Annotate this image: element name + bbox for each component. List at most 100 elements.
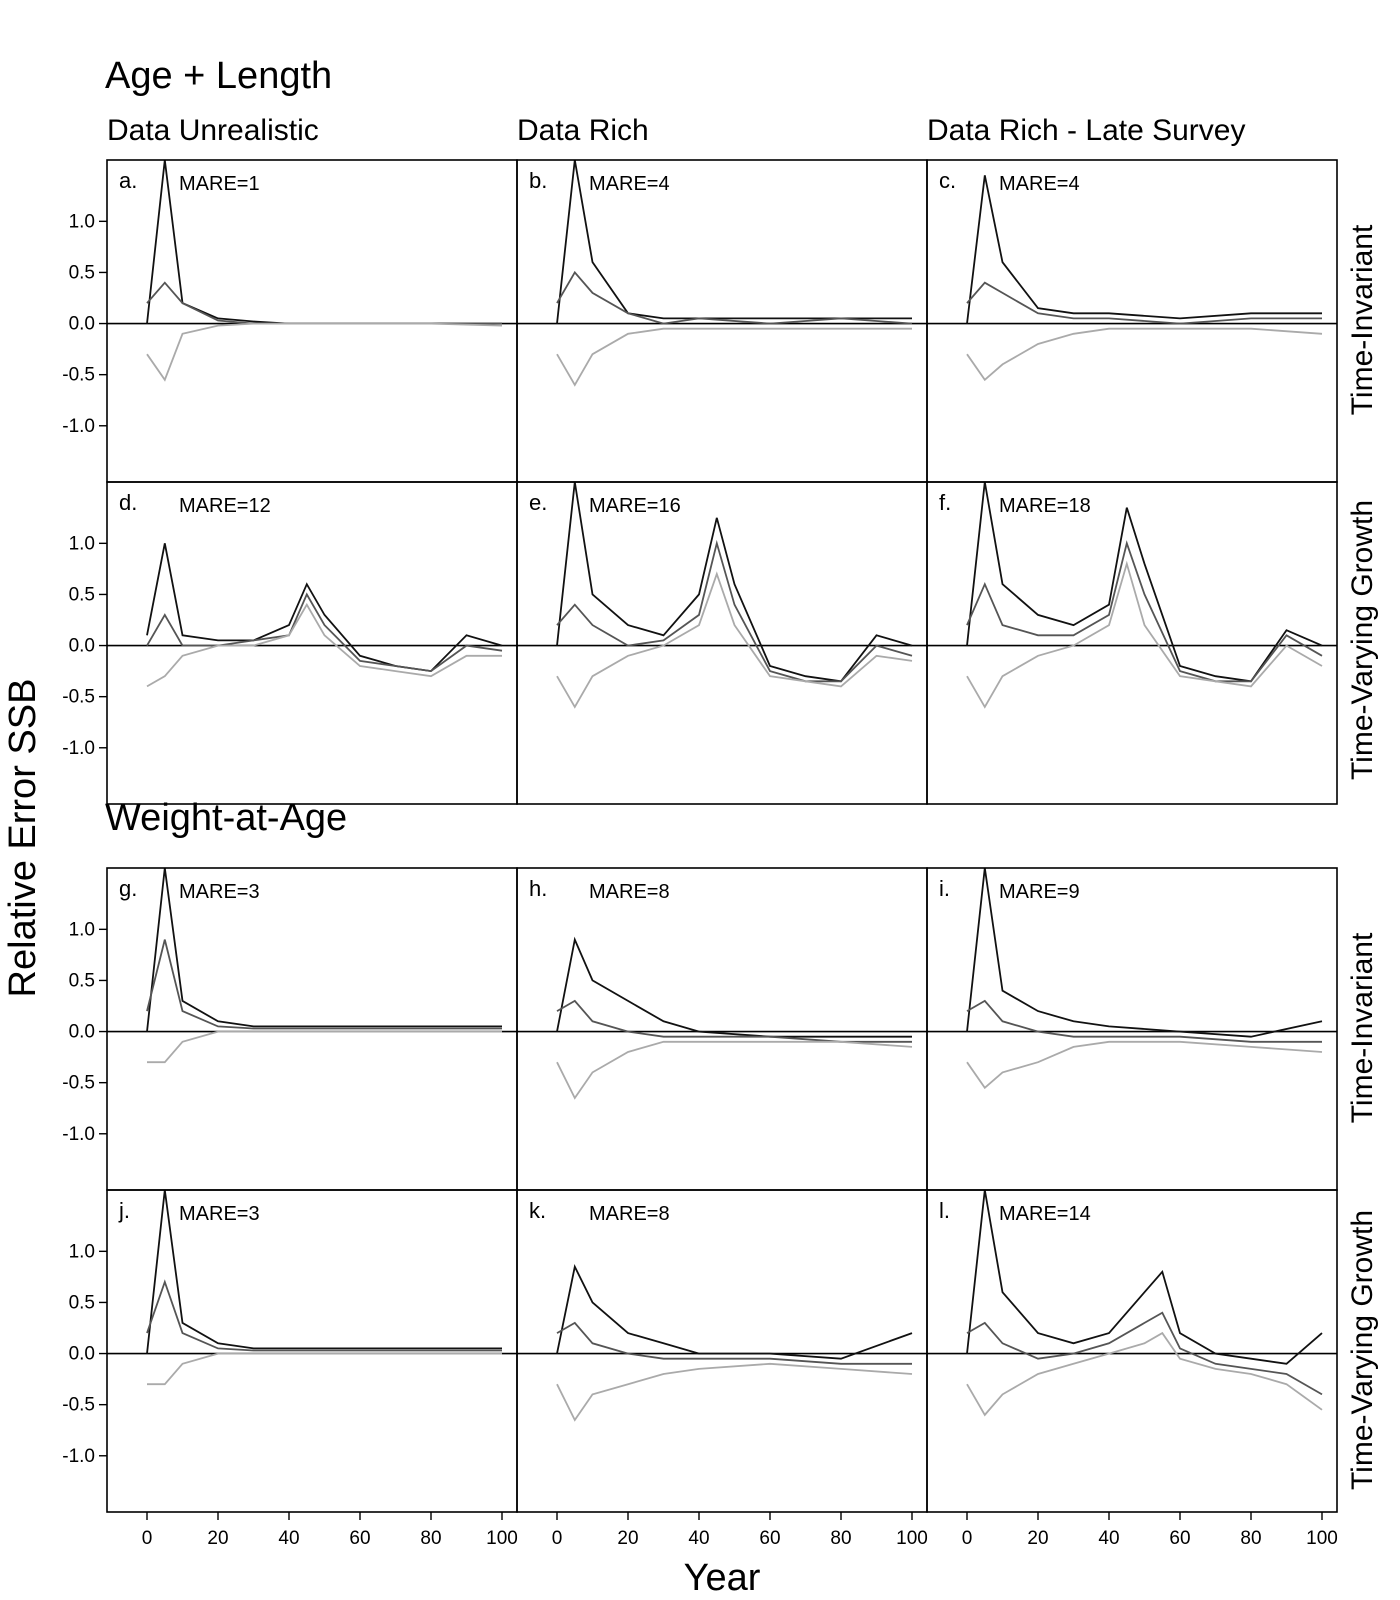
x-tick-label: 40 [688,1528,709,1549]
series-line-2 [966,281,1322,325]
series-line-2 [556,539,913,683]
series-line-3 [147,1030,502,1064]
panel-letter: j. [118,1198,130,1223]
panel-letter: l. [939,1198,950,1223]
panel-b: b. MARE=4 [516,159,928,483]
series-line-2 [966,1311,1323,1396]
series-line-2 [146,939,502,1030]
series-line-2 [966,999,1322,1043]
panel-letter: e. [529,490,547,515]
x-tick-label: 60 [1169,1528,1190,1549]
y-tick-label: -1.0 [62,1124,95,1145]
y-tick-label: -1.0 [62,1446,95,1467]
x-tick-label: 0 [552,1528,563,1549]
x-tick-label: 100 [1306,1528,1338,1549]
titles-layer: Age + Length Weight-at-Age Data Unrealis… [2,55,1379,1599]
y-tick-label: 0.5 [69,262,95,283]
panel-f: f. MARE=18 [926,481,1338,805]
series-line-2 [556,999,912,1043]
series-group [146,160,503,382]
panel-c: c. MARE=4 [926,159,1338,483]
panel-letter: d. [119,490,137,515]
panel-letter: f. [939,490,951,515]
panel-g: g. MARE=3 1.0 0.5 0.0 -0.5 -1.0 [62,867,518,1191]
series-line-2 [146,281,502,325]
y-tick-label: -1.0 [62,416,95,437]
panel-h: h. MARE=8 [516,867,928,1191]
series-line-2 [556,1321,912,1365]
y-tick-label: 1.0 [69,1241,95,1262]
x-tick-label: 0 [962,1528,973,1549]
panel-letter: k. [529,1198,546,1223]
y-tick-label: -0.5 [62,365,95,386]
panel-j: j. MARE=3 1.0 0.5 0.0 -0.5 -1.0 0 20 40 60 80 100 [62,1189,518,1549]
y-tick-label: -0.5 [62,1395,95,1416]
x-tick-label: 60 [349,1528,370,1549]
column-title-data-rich: Data Rich [517,114,649,147]
mare-label: MARE=4 [999,173,1080,195]
panel-letter: b. [529,168,547,193]
column-title-data-rich-late-survey: Data Rich - Late Survey [927,114,1245,147]
panel-frame [106,481,518,805]
mare-label: MARE=4 [589,173,670,195]
mare-label: MARE=8 [589,881,670,903]
y-tick-label: -1.0 [62,738,95,759]
panels-layer: a. MARE=1 1.0 0.5 0.0 -0.5 -1.0 b. MARE=4 c. MARE=… [62,159,1338,1549]
series-group [966,868,1323,1090]
panel-frame [926,481,1338,805]
mare-label: MARE=9 [999,881,1080,903]
panel-letter: a. [119,168,137,193]
x-tick-label: 100 [486,1528,518,1549]
series-line-1 [146,868,502,1032]
series-line-1 [966,1190,1323,1365]
x-tick-label: 20 [207,1528,228,1549]
series-line-2 [556,270,913,325]
panel-letter: c. [939,168,956,193]
panel-letter: i. [939,876,950,901]
series-group [966,1190,1323,1417]
series-line-3 [966,1040,1323,1090]
x-axis-title: Year [684,1557,761,1599]
series-group [556,482,913,709]
panel-l: l. MARE=14 0 20 40 60 80 100 [926,1189,1338,1549]
y-tick-label: 1.0 [69,211,95,232]
y-tick-label: 1.0 [69,919,95,940]
mare-label: MARE=3 [179,1203,260,1225]
panel-frame [516,1189,928,1513]
series-group [556,1263,913,1422]
y-tick-label: 0.5 [69,1292,95,1313]
y-tick-label: 0.0 [69,1344,95,1365]
series-group [966,482,1323,709]
x-tick-label: 80 [420,1528,441,1549]
y-tick-label: 0.0 [69,314,95,335]
series-line-2 [146,1279,502,1352]
series-line-1 [556,936,912,1038]
series-line-3 [556,571,913,709]
row-label-time-varying-growth-1: Time-Varying Growth [1346,500,1379,780]
series-line-1 [146,1190,502,1354]
x-tick-label: 40 [1098,1528,1119,1549]
series-line-3 [966,560,1323,709]
series-group [966,175,1323,382]
series-line-3 [556,1040,913,1100]
y-axis-title: Relative Error SSB [2,679,44,998]
y-tick-label: -0.5 [62,687,95,708]
y-tick-label: 0.5 [69,970,95,991]
x-tick-label: 20 [617,1528,638,1549]
series-line-1 [556,1263,913,1360]
series-line-1 [146,543,503,673]
series-line-3 [966,1331,1323,1417]
y-tick-label: 0.5 [69,584,95,605]
panel-d: d. MARE=12 1.0 0.5 0.0 -0.5 -1.0 [62,481,518,805]
series-group [146,543,503,688]
series-line-3 [146,602,502,688]
y-tick-label: 1.0 [69,533,95,554]
panel-letter: g. [119,876,137,901]
series-line-1 [966,868,1323,1038]
series-line-3 [147,1352,502,1386]
row-label-time-invariant-2: Time-Invariant [1346,932,1379,1123]
series-line-3 [966,327,1323,382]
panel-frame [516,867,928,1191]
series-line-1 [966,175,1322,324]
